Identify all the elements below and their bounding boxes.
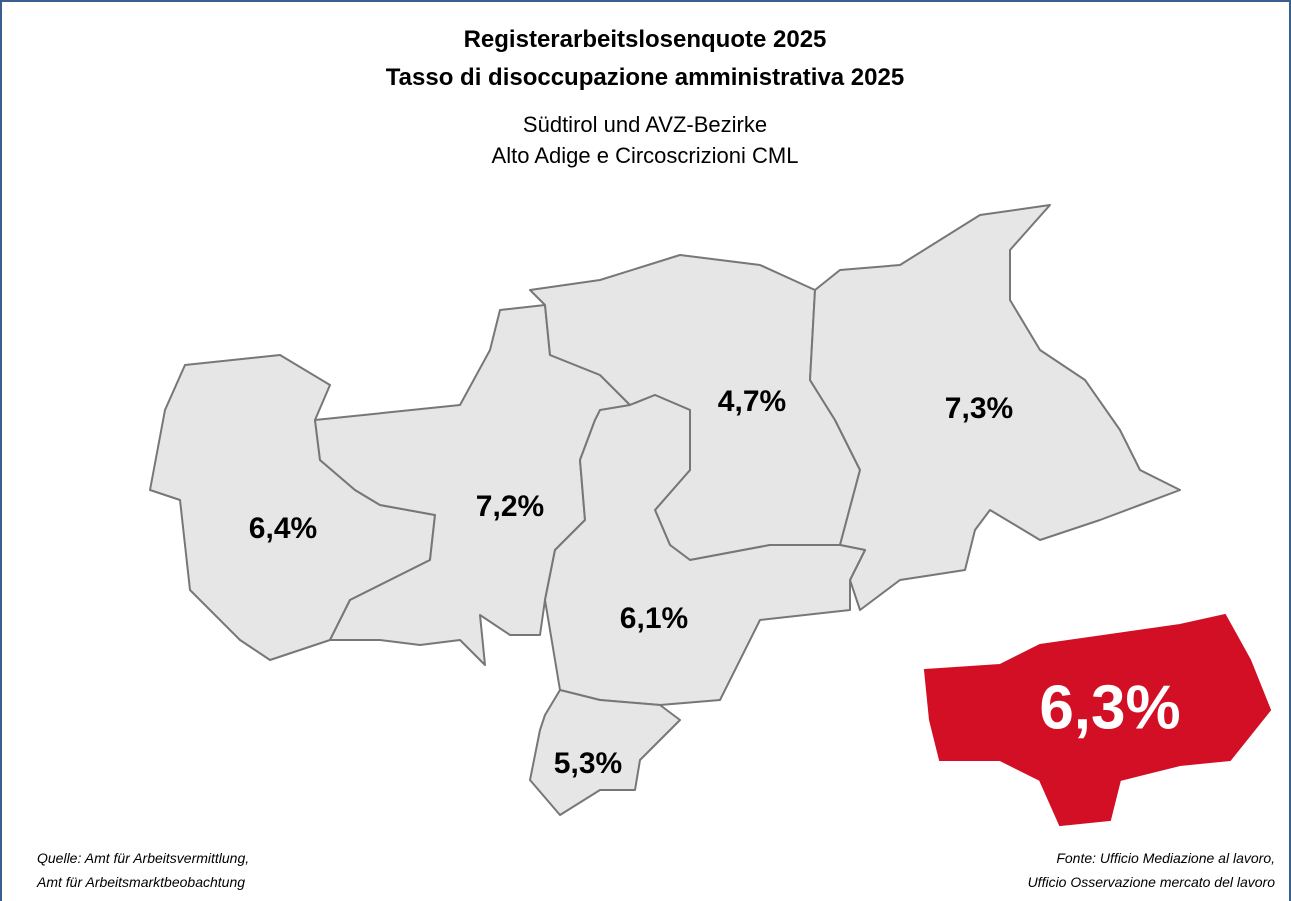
region xyxy=(529,689,681,816)
region-label: 4,7% xyxy=(718,385,786,418)
title: Registerarbeitslosenquote 2025 xyxy=(464,26,827,53)
title: Tasso di disoccupazione amministrativa 2… xyxy=(386,64,904,91)
region-label: 7,3% xyxy=(945,392,1013,425)
region-label: 6,1% xyxy=(620,602,688,635)
region-label: 7,2% xyxy=(476,490,544,523)
region-label: 6,4% xyxy=(249,512,317,545)
region xyxy=(544,394,866,706)
source: Quelle: Amt für Arbeitsvermittlung, xyxy=(37,850,249,866)
subtitle: Südtirol und AVZ-Bezirke xyxy=(523,112,767,137)
subtitle: Alto Adige e Circoscrizioni CML xyxy=(492,143,799,168)
total-label: 6,3% xyxy=(1039,673,1180,742)
region-label: 5,3% xyxy=(554,747,622,780)
source: Ufficio Osservazione mercato del lavoro xyxy=(1028,874,1276,890)
source: Amt für Arbeitsmarktbeobachtung xyxy=(36,874,245,890)
source: Fonte: Ufficio Mediazione al lavoro, xyxy=(1056,850,1275,866)
total-region xyxy=(923,613,1272,827)
